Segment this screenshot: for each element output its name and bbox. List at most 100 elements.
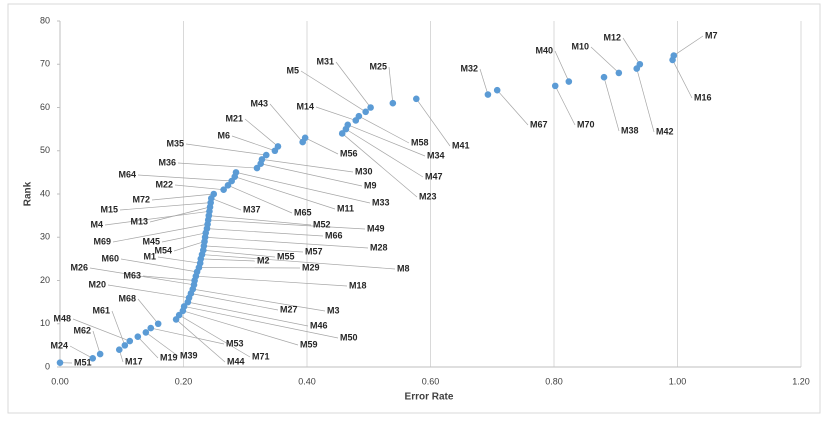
point-label: M46 xyxy=(310,320,328,330)
point-label: M52 xyxy=(313,219,331,229)
point-label: M27 xyxy=(280,304,298,314)
point xyxy=(275,143,282,150)
point-label: M43 xyxy=(250,98,268,108)
point xyxy=(97,351,104,358)
point xyxy=(637,61,644,68)
point-label: M51 xyxy=(74,357,92,367)
point xyxy=(344,122,351,129)
point xyxy=(356,113,363,120)
point xyxy=(552,83,559,90)
point xyxy=(147,325,154,332)
point-label: M25 xyxy=(369,61,387,71)
point xyxy=(616,70,623,77)
x-tick-label: 1.00 xyxy=(669,376,687,386)
x-tick-label: 0.00 xyxy=(51,376,69,386)
point-label: M9 xyxy=(364,180,377,190)
point xyxy=(57,359,64,366)
point-label: M35 xyxy=(166,138,184,148)
point-label: M41 xyxy=(452,140,470,150)
point-label: M32 xyxy=(460,63,478,73)
point-label: M29 xyxy=(302,262,320,272)
point-label: M12 xyxy=(603,32,621,42)
y-tick-label: 20 xyxy=(40,275,50,285)
point xyxy=(126,338,133,345)
point-label: M4 xyxy=(90,219,103,229)
point-label: M60 xyxy=(101,253,119,263)
point-label: M26 xyxy=(70,262,88,272)
point-label: M28 xyxy=(370,242,388,252)
point-label: M23 xyxy=(419,191,437,201)
point-label: M64 xyxy=(118,169,136,179)
point-label: M72 xyxy=(132,194,150,204)
point-label: M62 xyxy=(73,325,91,335)
point-label: M53 xyxy=(226,338,244,348)
y-tick-label: 80 xyxy=(40,15,50,25)
x-tick-label: 0.20 xyxy=(175,376,193,386)
point xyxy=(367,104,374,111)
point-label: M39 xyxy=(180,350,198,360)
point-label: M36 xyxy=(158,157,176,167)
point-label: M63 xyxy=(123,270,141,280)
point-label: M59 xyxy=(300,339,318,349)
point-label: M11 xyxy=(337,203,354,213)
point xyxy=(485,91,492,98)
point-label: M20 xyxy=(88,279,106,289)
point-label: M33 xyxy=(372,197,390,207)
point-label: M13 xyxy=(130,216,148,226)
y-tick-label: 70 xyxy=(40,59,50,69)
point-label: M67 xyxy=(530,119,548,129)
point-label: M40 xyxy=(535,45,553,55)
point-label: M71 xyxy=(252,351,270,361)
point xyxy=(390,100,397,107)
point xyxy=(116,346,123,353)
y-tick-label: 60 xyxy=(40,102,50,112)
point-label: M54 xyxy=(154,245,172,255)
point xyxy=(143,329,150,336)
point xyxy=(263,152,270,159)
point-label: M69 xyxy=(93,236,111,246)
point-label: M10 xyxy=(571,41,589,51)
point-label: M19 xyxy=(160,352,178,362)
y-tick-label: 0 xyxy=(45,361,50,371)
point xyxy=(566,78,573,85)
point-label: M6 xyxy=(217,130,230,140)
point-label: M70 xyxy=(577,119,595,129)
point-label: M16 xyxy=(694,92,712,102)
point-label: M48 xyxy=(53,313,71,323)
point-label: M24 xyxy=(50,340,68,350)
point-label: M31 xyxy=(316,56,334,66)
point-label: M61 xyxy=(92,305,110,315)
point-label: M15 xyxy=(100,204,118,214)
point-label: M38 xyxy=(621,125,639,135)
x-axis-title: Error Rate xyxy=(405,392,454,403)
point xyxy=(302,134,309,141)
y-tick-label: 50 xyxy=(40,145,50,155)
point xyxy=(210,191,217,198)
point-label: M47 xyxy=(425,171,443,181)
point-label: M49 xyxy=(367,223,385,233)
point xyxy=(670,52,677,59)
point-label: M21 xyxy=(225,113,243,123)
point-label: M2 xyxy=(257,255,270,265)
point-label: M7 xyxy=(705,30,718,40)
x-tick-label: 0.40 xyxy=(298,376,316,386)
point-label: M37 xyxy=(243,204,261,214)
point-label: M17 xyxy=(125,356,143,366)
point-label: M45 xyxy=(142,236,160,246)
point xyxy=(413,96,420,103)
point xyxy=(233,169,240,176)
point xyxy=(155,320,162,327)
point xyxy=(122,342,129,349)
point-label: M3 xyxy=(327,305,340,315)
point xyxy=(362,109,369,116)
point-label: M42 xyxy=(656,126,674,136)
point-label: M56 xyxy=(340,148,358,158)
y-axis-title: Rank xyxy=(23,181,34,206)
point-label: M68 xyxy=(118,293,136,303)
point xyxy=(89,355,96,362)
y-tick-label: 30 xyxy=(40,232,50,242)
x-tick-label: 0.60 xyxy=(422,376,440,386)
point-label: M14 xyxy=(296,101,314,111)
x-tick-label: 0.80 xyxy=(545,376,563,386)
